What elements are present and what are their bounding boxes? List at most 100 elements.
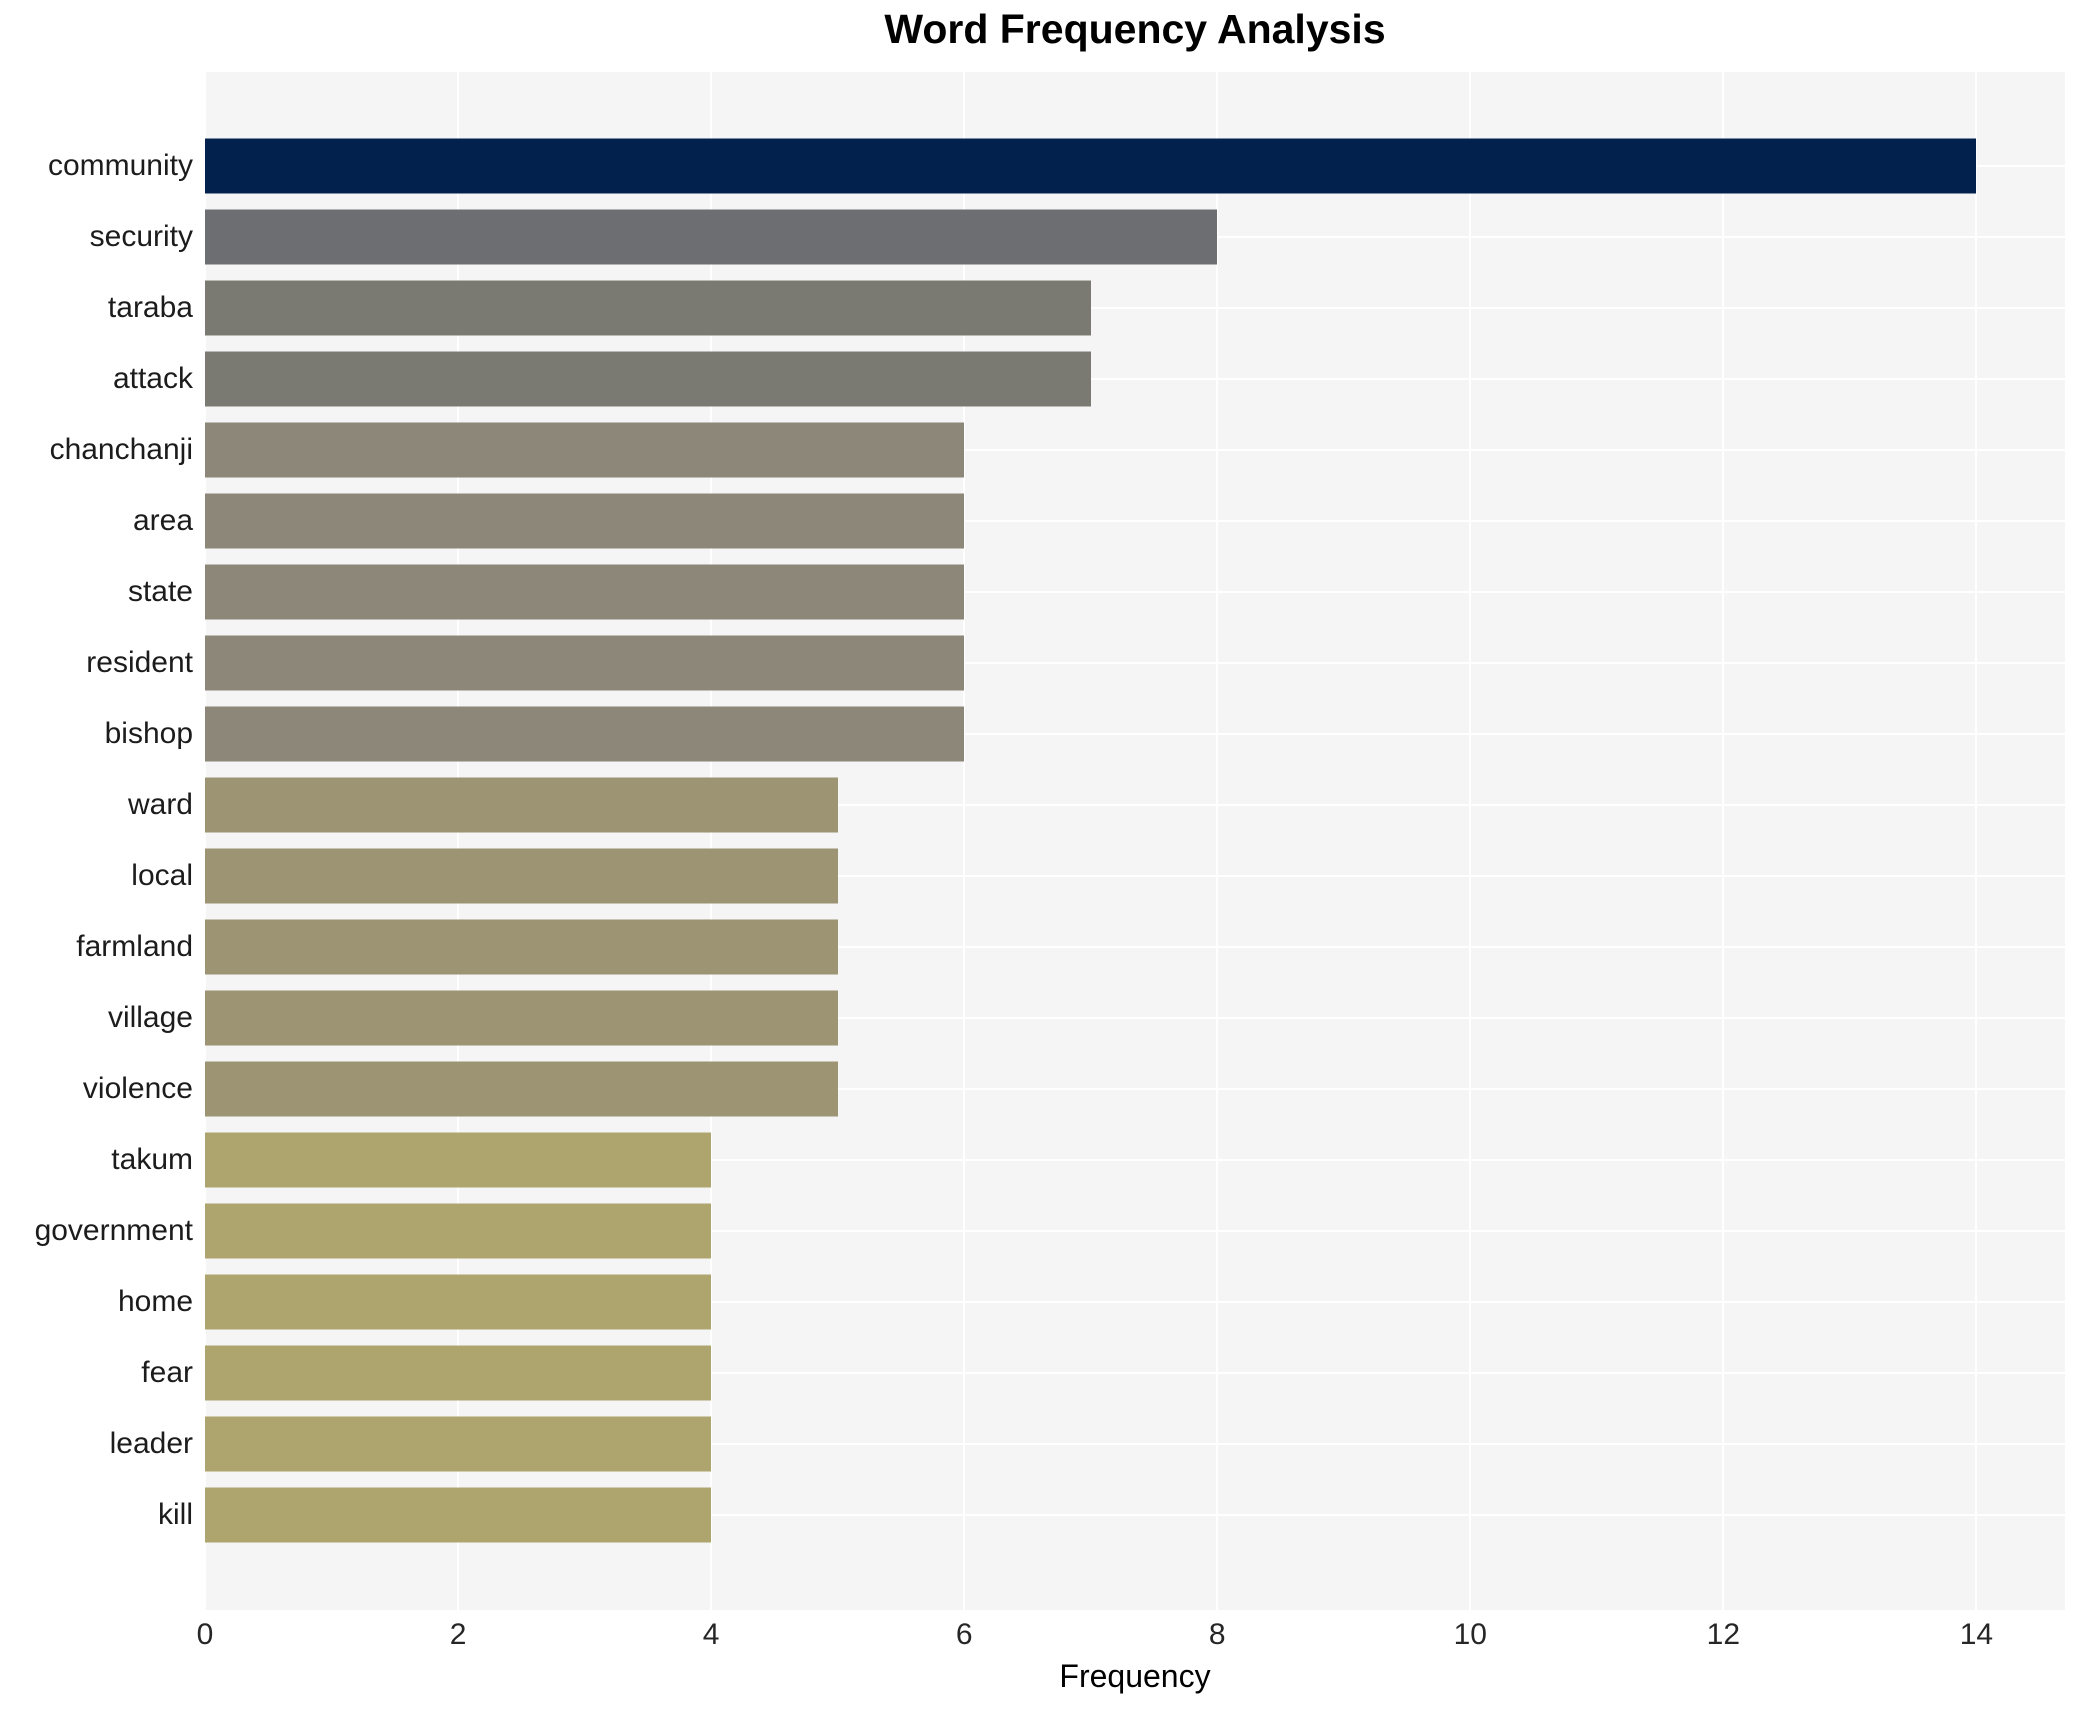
bar-row — [205, 1053, 2065, 1124]
y-axis-label: bishop — [104, 717, 193, 751]
gridline-vertical — [1216, 72, 1219, 1610]
bar-taraba — [205, 280, 1091, 336]
bar-row — [205, 699, 2065, 770]
bar-security — [205, 209, 1218, 265]
bar-community — [205, 138, 1977, 194]
gridline-vertical — [710, 72, 713, 1610]
y-axis-label: home — [117, 1284, 193, 1318]
gridline-vertical — [204, 72, 206, 1610]
y-axis-label: kill — [158, 1497, 193, 1531]
y-axis-label: ward — [127, 788, 193, 822]
x-tick-label: 6 — [955, 1618, 973, 1651]
bar-row — [205, 202, 2065, 273]
gridline-vertical — [1469, 72, 1472, 1610]
y-axis-label: village — [107, 1000, 193, 1034]
gridline-horizontal — [205, 875, 2065, 877]
y-axis-label: security — [89, 220, 193, 254]
gridline-vertical — [1722, 72, 1725, 1610]
bar-resident — [205, 635, 965, 691]
x-tick-label: 0 — [196, 1618, 214, 1651]
bar-state — [205, 564, 965, 620]
bar-row — [205, 1195, 2065, 1266]
bar-row — [205, 486, 2065, 557]
x-axis-title: Frequency — [1059, 1658, 1211, 1694]
bar-row — [205, 982, 2065, 1053]
bar-rows-container — [205, 131, 2065, 1550]
bar-row — [205, 1124, 2065, 1195]
gridline-horizontal — [205, 378, 2065, 381]
bar-local — [205, 848, 838, 904]
bar-row — [205, 1408, 2065, 1479]
y-axis: community security taraba attack chanchanji a… — [0, 131, 193, 1550]
x-axis: 0 2 4 6 8 10 12 14 — [197, 1612, 2065, 1656]
bar-leader — [205, 1416, 712, 1472]
bar-row — [205, 911, 2065, 982]
gridline-horizontal — [205, 1300, 2065, 1303]
bar-fear — [205, 1345, 712, 1401]
gridline-horizontal — [205, 662, 2065, 665]
bar-government — [205, 1203, 712, 1259]
y-axis-label: area — [132, 504, 193, 538]
bar-ward — [205, 777, 838, 833]
y-axis-label: government — [34, 1213, 193, 1247]
y-axis-label: attack — [112, 362, 193, 396]
bar-row — [205, 770, 2065, 841]
x-tick-label: 14 — [1959, 1618, 1994, 1651]
bar-row — [205, 131, 2065, 202]
gridline-horizontal — [205, 1158, 2065, 1161]
gridline-horizontal — [205, 307, 2065, 310]
x-tick-label: 8 — [1208, 1618, 1226, 1651]
bar-row — [205, 344, 2065, 415]
y-axis-label: local — [131, 859, 193, 892]
gridline-horizontal — [205, 520, 2065, 523]
y-axis-label: farmland — [76, 929, 193, 963]
x-tick-label: 12 — [1706, 1618, 1741, 1651]
gridline-horizontal — [205, 804, 2065, 807]
chart-title: Word Frequency Analysis — [884, 6, 1386, 52]
bar-home — [205, 1274, 712, 1330]
bar-takum — [205, 1132, 712, 1188]
bar-kill — [205, 1487, 712, 1543]
gridline-horizontal — [205, 1371, 2065, 1374]
gridline-horizontal — [205, 945, 2065, 948]
gridline-vertical — [1975, 72, 1978, 1610]
gridline-horizontal — [205, 591, 2065, 594]
y-axis-label: takum — [111, 1142, 193, 1176]
bar-row — [205, 415, 2065, 486]
gridline-horizontal — [205, 733, 2065, 736]
gridline-vertical — [963, 72, 966, 1610]
y-axis-label: community — [47, 149, 193, 183]
y-axis-label: resident — [86, 646, 193, 680]
gridline-horizontal — [205, 1016, 2065, 1019]
bar-row — [205, 557, 2065, 628]
bar-attack — [205, 351, 1091, 407]
plot-area — [204, 72, 2065, 1610]
gridline-vertical — [457, 72, 460, 1610]
y-axis-label: state — [127, 575, 193, 609]
gridline-horizontal — [205, 1442, 2065, 1445]
gridline-horizontal — [205, 1229, 2065, 1232]
bar-row — [205, 1266, 2065, 1337]
bar-row — [205, 1337, 2065, 1408]
bar-row — [205, 1479, 2065, 1550]
y-axis-label: violence — [82, 1071, 193, 1105]
bar-bishop — [205, 706, 965, 762]
y-axis-label: taraba — [107, 291, 193, 325]
bar-farmland — [205, 919, 838, 975]
bar-village — [205, 990, 838, 1046]
gridline-horizontal — [205, 1513, 2065, 1516]
x-tick-label: 10 — [1453, 1618, 1487, 1651]
gridline-horizontal — [205, 449, 2065, 452]
bar-violence — [205, 1061, 838, 1117]
y-axis-label: fear — [141, 1355, 193, 1389]
bar-row — [205, 273, 2065, 344]
bar-row — [205, 628, 2065, 699]
y-axis-label: chanchanji — [49, 433, 193, 467]
x-tick-label: 4 — [702, 1618, 720, 1651]
bar-row — [205, 841, 2065, 912]
x-tick-label: 2 — [449, 1618, 467, 1651]
bar-chanchanji — [205, 422, 965, 478]
bar-area — [205, 493, 965, 549]
gridline-horizontal — [205, 1087, 2065, 1090]
